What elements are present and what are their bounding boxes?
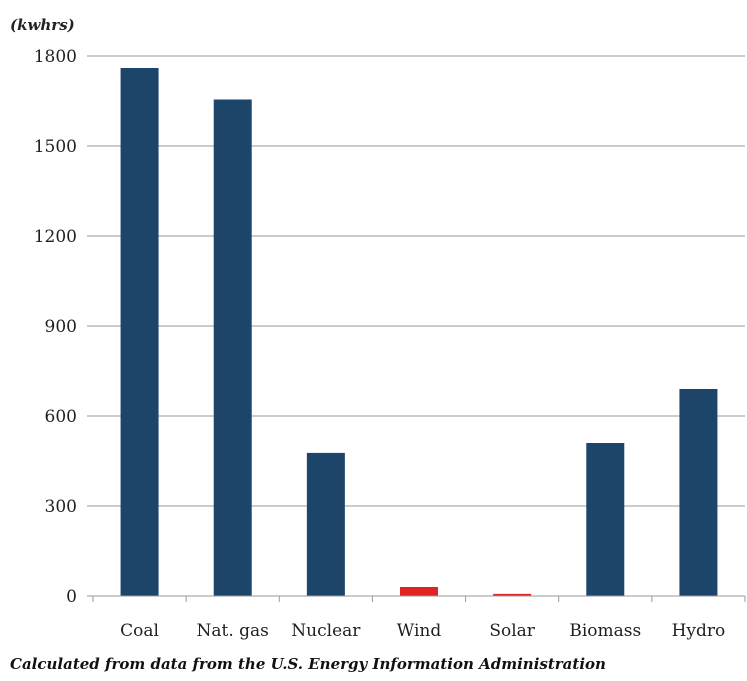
y-unit-label: (kwhrs): [10, 16, 75, 34]
y-tick-label-1500: 1500: [34, 137, 77, 157]
category-label-nat-gas: Nat. gas: [197, 621, 269, 641]
gridlines: [93, 55, 745, 507]
category-labels: Coal Nat. gas Nuclear Wind Solar Biomass Hydro: [120, 621, 725, 641]
y-tick-label-1800: 1800: [34, 47, 77, 67]
y-tick-label-300: 300: [45, 497, 77, 517]
y-tick-label-1200: 1200: [34, 227, 77, 247]
category-label-solar: Solar: [489, 621, 535, 641]
category-label-wind: Wind: [397, 621, 442, 641]
category-label-biomass: Biomass: [569, 621, 641, 641]
bar-nuclear: [306, 452, 345, 596]
bar-nat-gas: [213, 99, 252, 596]
bars: [120, 68, 718, 596]
bar-coal: [120, 68, 159, 596]
category-label-nuclear: Nuclear: [291, 621, 361, 641]
y-axis-ticks: 0 300 600 900 1200 1500 1800: [34, 47, 93, 607]
bar-wind: [400, 587, 438, 596]
y-tick-label-0: 0: [66, 587, 77, 607]
category-label-coal: Coal: [120, 621, 159, 641]
bar-solar: [493, 593, 532, 596]
y-tick-label-900: 900: [45, 317, 77, 337]
caption: Calculated from data from the U.S. Energ…: [10, 655, 606, 673]
category-label-hydro: Hydro: [672, 621, 726, 641]
y-tick-label-600: 600: [45, 407, 77, 427]
bar-hydro: [679, 389, 718, 596]
x-axis-tick-marks: [92, 596, 746, 602]
bar-biomass: [586, 443, 625, 596]
